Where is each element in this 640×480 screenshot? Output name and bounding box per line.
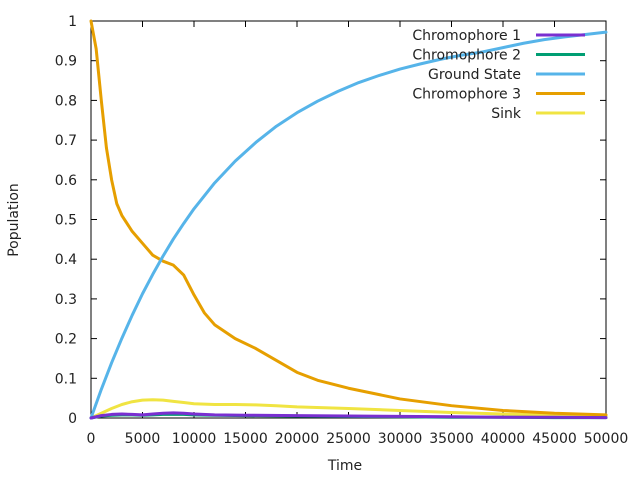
y-tick-label: 0.6 bbox=[55, 173, 77, 189]
series-line-chromophore-1 bbox=[89, 411, 608, 420]
legend-label: Ground State bbox=[428, 67, 521, 83]
axes bbox=[90, 20, 607, 419]
y-tick-label: 0.8 bbox=[55, 93, 77, 109]
series-line-ground-state bbox=[89, 30, 608, 420]
x-tick-label: 10000 bbox=[172, 431, 217, 447]
x-tick-label: 30000 bbox=[378, 431, 423, 447]
y-tick-label: 0.3 bbox=[55, 292, 77, 308]
y-tick-label: 0.9 bbox=[55, 54, 77, 70]
x-tick-label: 35000 bbox=[429, 431, 474, 447]
tick-labels: 0 5000 10000 15000 20000 25000 30000 35000 40000… bbox=[55, 14, 629, 447]
y-tick-label: 0.5 bbox=[55, 213, 77, 229]
legend: Chromophore 1 Chromophore 2 Ground State Ch… bbox=[412, 28, 585, 122]
x-tick-label: 45000 bbox=[532, 431, 577, 447]
y-tick-label: 0.4 bbox=[55, 252, 77, 268]
x-axis-label: Time bbox=[327, 458, 362, 474]
x-tick-label: 0 bbox=[87, 431, 96, 447]
series-line-chromophore-3 bbox=[89, 19, 608, 417]
x-tick-label: 15000 bbox=[223, 431, 268, 447]
x-tick-label: 5000 bbox=[125, 431, 161, 447]
y-tick-label: 0.2 bbox=[55, 332, 77, 348]
x-tick-label: 50000 bbox=[584, 431, 629, 447]
legend-label: Chromophore 3 bbox=[412, 87, 521, 103]
legend-label: Chromophore 1 bbox=[412, 28, 521, 44]
x-tick-label: 25000 bbox=[326, 431, 371, 447]
tick-marks bbox=[90, 20, 607, 419]
legend-label: Sink bbox=[491, 106, 522, 122]
y-tick-label: 0.7 bbox=[55, 133, 77, 149]
y-tick-label: 0.1 bbox=[55, 371, 77, 387]
legend-label: Chromophore 2 bbox=[412, 48, 521, 64]
y-axis-label: Population bbox=[6, 183, 22, 257]
x-tick-label: 40000 bbox=[481, 431, 526, 447]
y-tick-label: 0 bbox=[68, 411, 77, 427]
y-tick-label: 1 bbox=[68, 14, 77, 30]
plot-frame bbox=[90, 20, 607, 419]
series-line-sink bbox=[89, 398, 608, 420]
series-lines bbox=[89, 19, 608, 420]
x-tick-label: 20000 bbox=[275, 431, 320, 447]
